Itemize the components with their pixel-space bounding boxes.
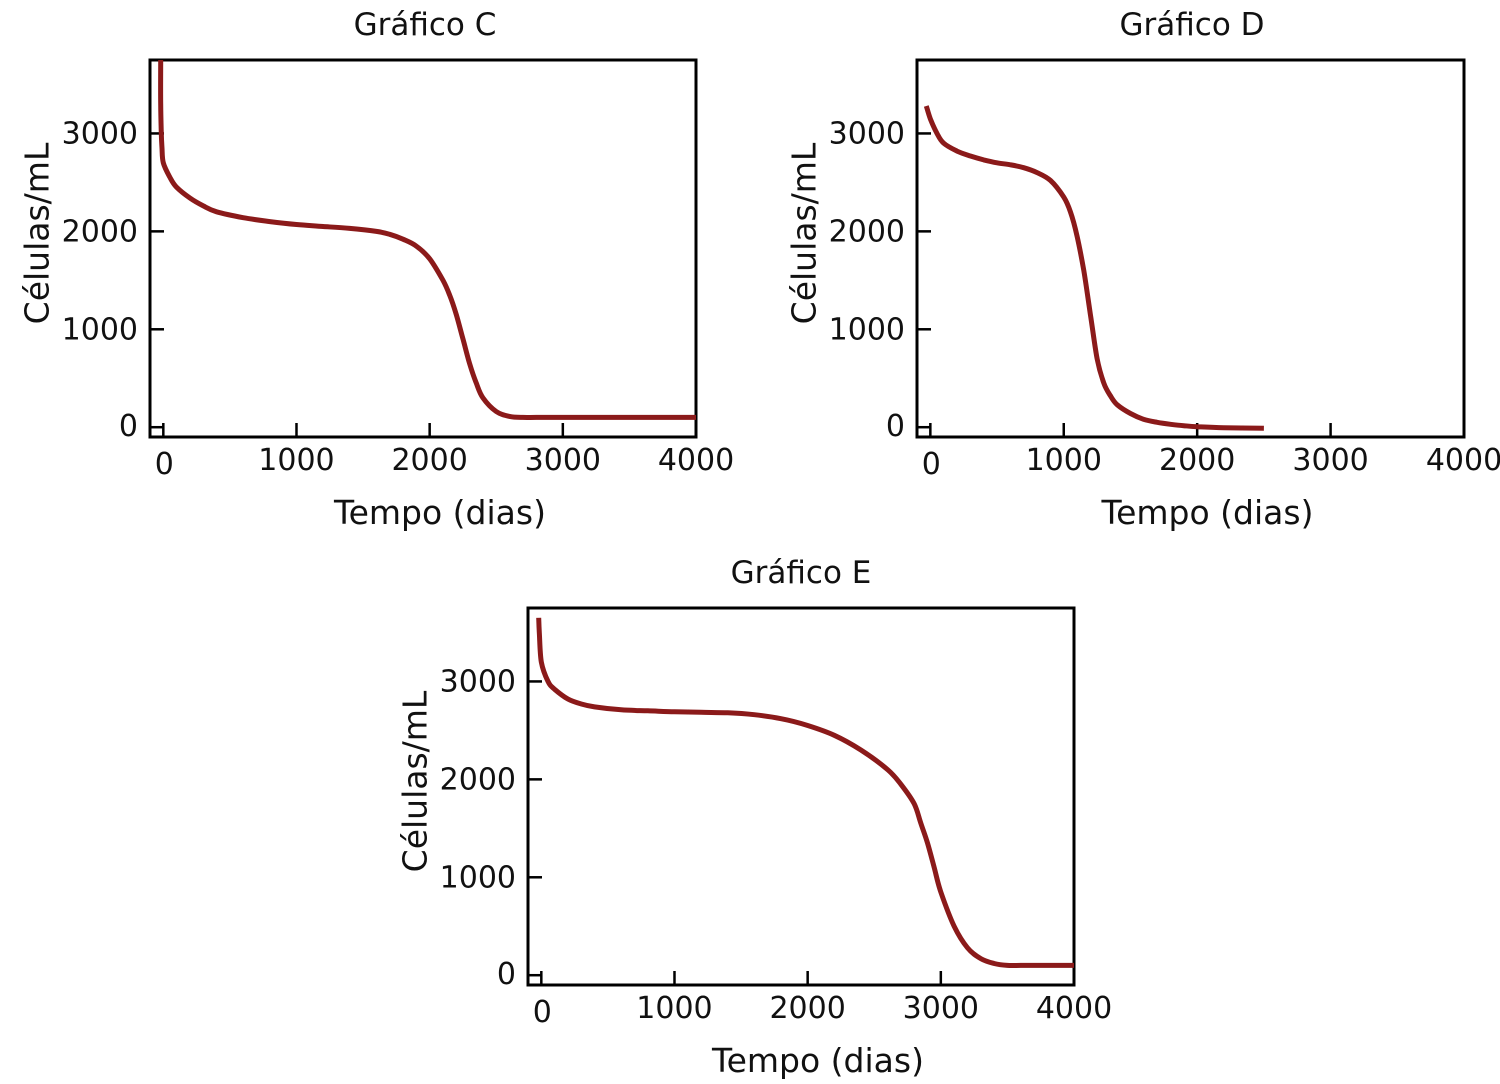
y-axis-label: Células/mL <box>396 690 435 872</box>
x-tick-label: 1000 <box>636 991 712 1026</box>
x-tick-label: 0 <box>922 447 941 482</box>
y-axis-label: Células/mL <box>18 142 57 324</box>
y-tick-label: 2000 <box>62 214 138 249</box>
chart-2: Gráfico E 0 1000 2000 3000 4000 0 1000 2000 3000 T… <box>396 555 1113 1080</box>
x-tick-label: 4000 <box>1426 443 1500 478</box>
x-tick-label: 2000 <box>1159 443 1235 478</box>
x-axis-label: Tempo (dias) <box>711 1041 924 1080</box>
plot-frame <box>526 606 1076 987</box>
y-tick-label: 3000 <box>829 116 905 151</box>
y-tick-label: 2000 <box>440 762 516 797</box>
chart-title: Gráfico D <box>1119 7 1264 43</box>
x-tick-label: 4000 <box>658 443 734 478</box>
y-tick-label: 2000 <box>829 214 905 249</box>
plot-frame <box>915 58 1466 439</box>
x-axis-label: Tempo (dias) <box>1101 493 1314 532</box>
series-line-0 <box>923 105 1264 431</box>
x-axis-label: Tempo (dias) <box>333 493 546 532</box>
y-tick-label: 1000 <box>62 312 138 347</box>
chart-title: Gráfico C <box>354 7 497 43</box>
x-tick-label: 0 <box>155 447 174 482</box>
x-tick-label: 0 <box>533 995 552 1030</box>
x-tick-label: 1000 <box>1026 443 1102 478</box>
chart-title: Gráfico E <box>731 555 872 591</box>
x-tick-label: 4000 <box>1036 991 1112 1026</box>
y-tick-label: 0 <box>497 957 516 992</box>
x-tick-label: 2000 <box>391 443 467 478</box>
y-tick-label: 0 <box>886 409 905 444</box>
x-tick-label: 3000 <box>903 991 979 1026</box>
y-axis-label: Células/mL <box>785 142 824 324</box>
x-tick-label: 2000 <box>769 991 845 1026</box>
x-tick-label: 3000 <box>1292 443 1368 478</box>
plot-frame <box>148 58 698 439</box>
y-tick-label: 3000 <box>62 116 138 151</box>
y-tick-label: 0 <box>119 409 138 444</box>
series-line-0 <box>158 59 696 420</box>
chart-0: Gráfico C 0 1000 2000 3000 4000 0 1000 2000 3000 T… <box>18 7 735 532</box>
y-tick-label: 1000 <box>440 860 516 895</box>
chart-1: Gráfico D 0 1000 2000 3000 4000 0 1000 2000 3000 T… <box>785 7 1500 532</box>
x-tick-label: 3000 <box>525 443 601 478</box>
x-tick-label: 1000 <box>258 443 334 478</box>
y-tick-label: 3000 <box>440 664 516 699</box>
y-tick-label: 1000 <box>829 312 905 347</box>
series-line-0 <box>536 617 1074 969</box>
